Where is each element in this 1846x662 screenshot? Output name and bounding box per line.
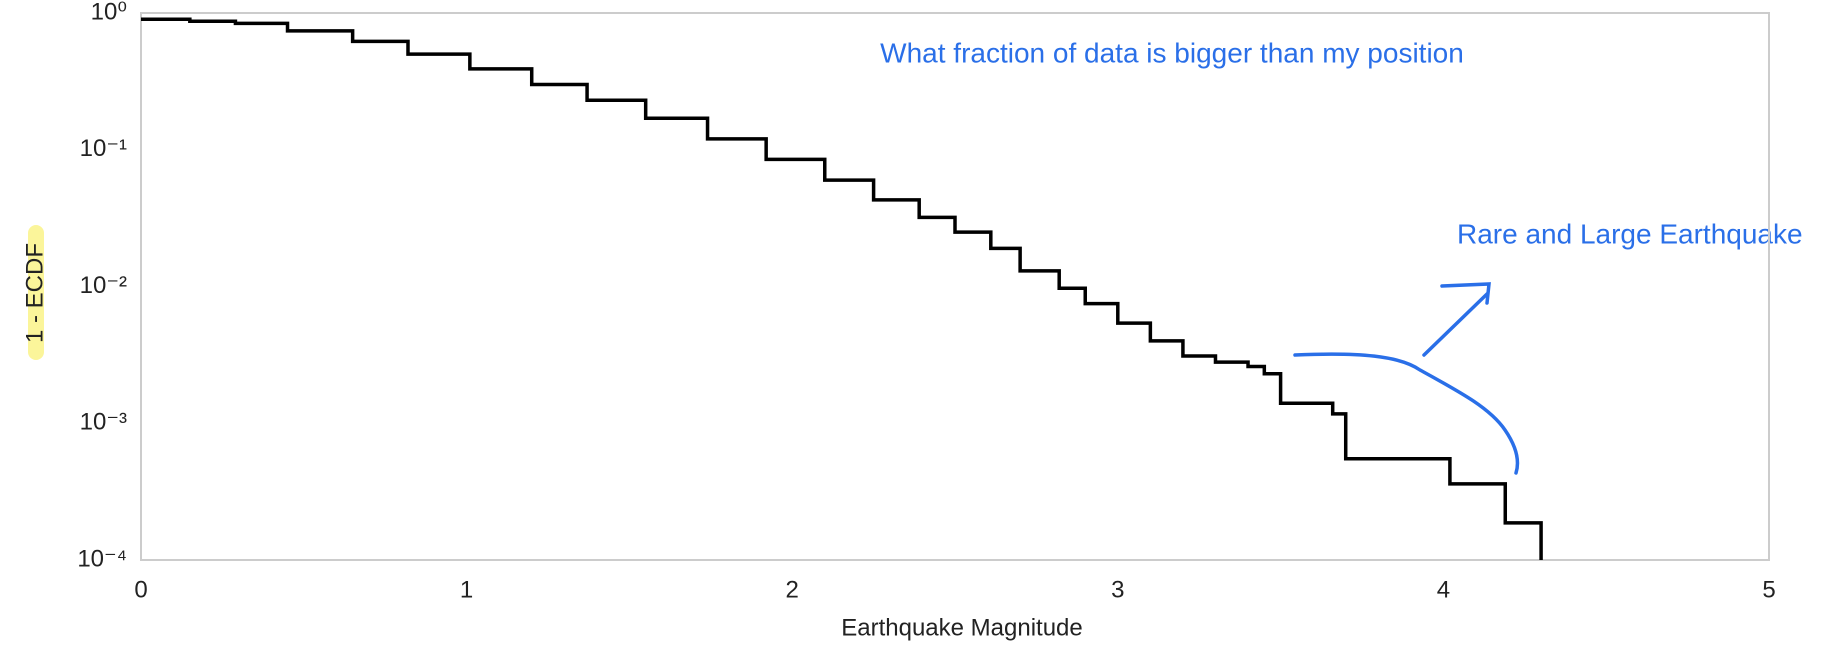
ecdf-line <box>141 17 1543 560</box>
x-tick-label: 3 <box>1111 576 1124 603</box>
y-tick-label: 10⁻³ <box>80 409 127 436</box>
x-tick-label: 5 <box>1762 576 1775 603</box>
plot-frame <box>140 12 1770 561</box>
y-tick-label: 10⁻⁴ <box>77 545 127 572</box>
y-tick-label: 10⁰ <box>91 0 127 25</box>
x-tick-label: 2 <box>786 576 799 603</box>
x-tick-label: 4 <box>1437 576 1450 603</box>
arrow-drawing <box>1293 282 1520 475</box>
arrow-shaft <box>1422 292 1489 357</box>
annotation: What fraction of data is bigger than my … <box>880 37 1464 68</box>
x-tick-label: 1 <box>460 576 473 603</box>
curve-stroke <box>1293 352 1520 475</box>
x-axis-label: Earthquake Magnitude <box>841 614 1083 641</box>
arrow-head <box>1440 282 1491 305</box>
y-tick-label: 10⁻¹ <box>80 135 127 162</box>
highlight <box>28 225 44 360</box>
y-tick-label: 10⁻² <box>80 272 127 299</box>
y-axis-label: 1 - ECDF <box>21 243 48 343</box>
x-tick-label: 0 <box>134 576 147 603</box>
annotation: Rare and Large Earthquake <box>1457 218 1803 249</box>
